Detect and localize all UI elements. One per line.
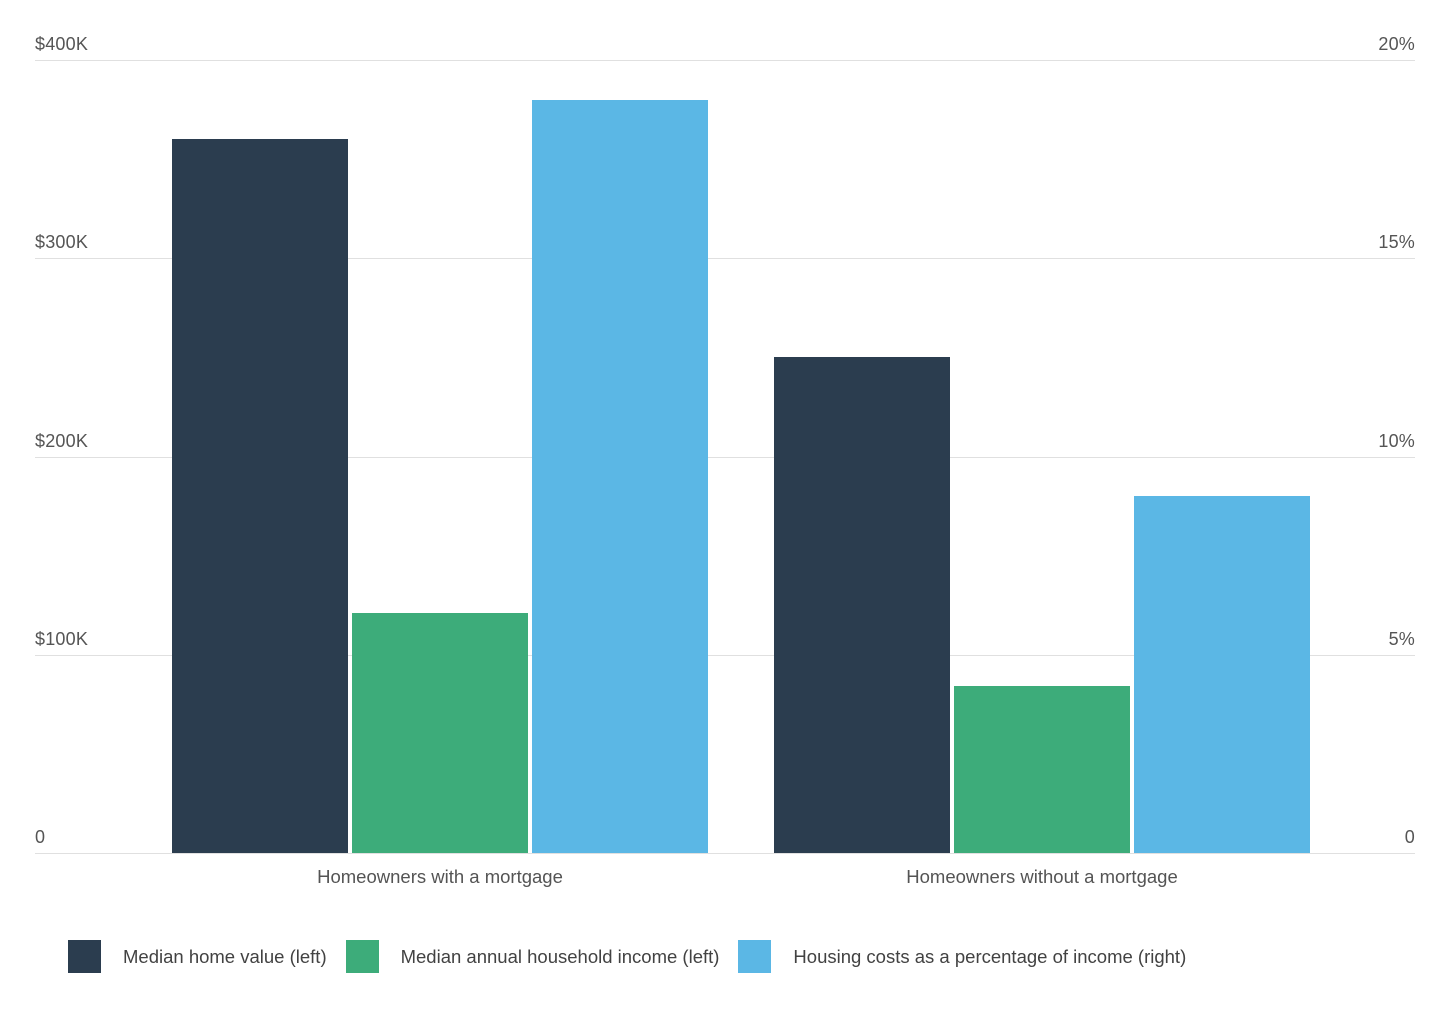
category-label-without-mortgage: Homeowners without a mortgage — [906, 866, 1178, 887]
right-axis-tick: 20% — [1378, 34, 1415, 54]
left-axis-tick: $100K — [35, 629, 89, 649]
x-axis-baseline: 0 0 — [35, 827, 1415, 854]
bar-housing-costs-as-a-percentage-of-income-right-group0[interactable] — [531, 100, 708, 853]
legend: Median home value (left) Median annual h… — [68, 940, 1186, 973]
plot-area — [35, 60, 1415, 853]
right-axis-tick: 15% — [1378, 232, 1415, 252]
legend-swatch-household-income-icon — [345, 940, 379, 973]
right-axis-tick: 5% — [1388, 629, 1415, 649]
gridline: $100K 5% — [35, 629, 1415, 656]
legend-swatch-home-value-icon — [68, 940, 101, 973]
bar-median-annual-household-income-left-group0[interactable] — [351, 613, 528, 853]
left-axis-tick: $400K — [35, 34, 89, 54]
legend-label: Median home value (left) — [123, 945, 327, 967]
bar-housing-costs-as-a-percentage-of-income-right-group1[interactable] — [1133, 496, 1310, 853]
legend-label: Housing costs as a percentage of income … — [793, 945, 1187, 967]
bar-median-home-value-left-group1[interactable] — [773, 357, 950, 853]
right-axis-tick: 10% — [1378, 431, 1415, 451]
left-axis-tick: $300K — [35, 232, 89, 252]
legend-item-household-income: Median annual household income (left) — [345, 940, 720, 973]
bar-median-annual-household-income-left-group1[interactable] — [953, 686, 1130, 853]
left-axis-tick: $200K — [35, 431, 89, 451]
legend-label: Median annual household income (left) — [400, 945, 720, 967]
legend-item-home-value: Median home value (left) — [68, 940, 327, 973]
gridline: $300K 15% — [35, 232, 1415, 259]
legend-swatch-housing-costs-icon — [738, 940, 772, 973]
right-axis-tick: 0 — [1404, 827, 1415, 847]
bar-median-home-value-left-group0[interactable] — [171, 139, 348, 853]
category-label-with-mortgage: Homeowners with a mortgage — [317, 866, 563, 887]
legend-item-housing-costs: Housing costs as a percentage of income … — [738, 940, 1186, 973]
gridline: $200K 10% — [35, 431, 1415, 458]
left-axis-tick: 0 — [35, 827, 46, 847]
gridline: $400K 20% — [35, 34, 1415, 61]
